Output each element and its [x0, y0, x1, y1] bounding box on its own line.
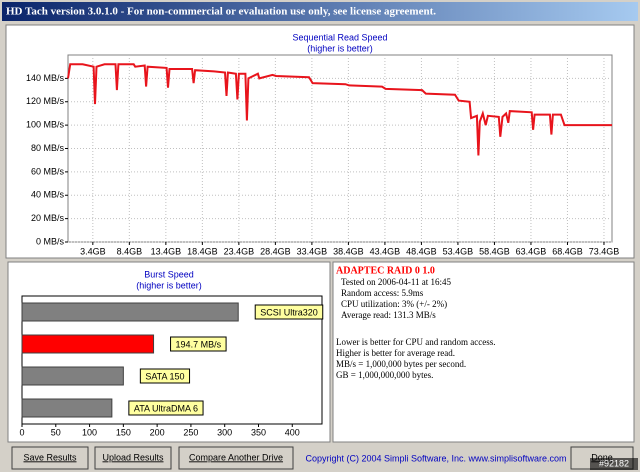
chart-subtitle: (higher is better): [307, 43, 373, 53]
title-bar: [2, 2, 638, 21]
button-face: [94, 446, 172, 470]
x-tick-label: 53.4GB: [443, 246, 474, 256]
chart-subtitle: (higher is better): [136, 280, 202, 290]
bar-label: 194.7 MB/s: [176, 339, 222, 349]
x-tick-label: 100: [82, 427, 97, 437]
bar: [21, 366, 124, 386]
note-line: Lower is better for CPU and random acces…: [336, 337, 495, 347]
y-tick-label: 80 MB/s: [31, 143, 65, 153]
result-line: CPU utilization: 3% (+/- 2%): [341, 299, 447, 309]
result-line: Random access: 5.9ms: [341, 288, 424, 298]
watermark: #92182: [599, 458, 629, 468]
button-label: Compare Another Drive: [189, 452, 283, 462]
x-tick-label: 18.4GB: [187, 246, 218, 256]
watermark-bg: [590, 458, 638, 470]
x-tick-label: 50: [51, 427, 61, 437]
button[interactable]: Upload Results: [94, 446, 172, 470]
x-tick-label: 23.4GB: [224, 246, 255, 256]
y-tick-label: 60 MB/s: [31, 166, 65, 176]
x-tick-label: 48.4GB: [406, 246, 437, 256]
x-tick-label: 3.4GB: [80, 246, 106, 256]
x-tick-label: 8.4GB: [117, 246, 143, 256]
x-tick-label: 200: [150, 427, 165, 437]
drive-name: ADAPTEC RAID 0 1.0: [336, 265, 435, 276]
button-face: [11, 446, 89, 470]
bar-label: SATA 150: [145, 371, 184, 381]
x-tick-label: 13.4GB: [151, 246, 182, 256]
results-panel: [332, 261, 635, 443]
x-tick-label: 33.4GB: [297, 246, 328, 256]
button-label: Upload Results: [102, 452, 164, 462]
bar-label-box: [128, 400, 204, 416]
chart-title: Burst Speed: [144, 269, 194, 279]
bar: [21, 334, 155, 354]
x-tick-label: 150: [116, 427, 131, 437]
x-tick-label: 0: [19, 427, 24, 437]
bar-label-box: [139, 368, 191, 384]
x-tick-label: 300: [217, 427, 232, 437]
bar-label: ATA UltraDMA 6: [134, 403, 198, 413]
y-tick-label: 100 MB/s: [26, 120, 65, 130]
x-tick-label: 73.4GB: [589, 246, 620, 256]
read-line: [67, 63, 612, 156]
y-tick-label: 40 MB/s: [31, 190, 65, 200]
x-tick-label: 400: [285, 427, 300, 437]
result-line: Tested on 2006-04-11 at 16:45: [341, 277, 452, 287]
y-tick-label: 20 MB/s: [31, 213, 65, 223]
y-tick-label: 120 MB/s: [26, 96, 65, 106]
bar-label-box: [254, 304, 324, 320]
note-line: GB = 1,000,000,000 bytes.: [336, 370, 433, 380]
note-line: Higher is better for average read.: [336, 348, 455, 358]
button[interactable]: Compare Another Drive: [178, 446, 294, 470]
bar: [21, 302, 239, 322]
x-tick-label: 28.4GB: [260, 246, 291, 256]
x-tick-label: 350: [251, 427, 266, 437]
x-tick-label: 250: [183, 427, 198, 437]
copyright: Copyright (C) 2004 Simpli Software, Inc.…: [305, 453, 566, 463]
x-tick-label: 38.4GB: [333, 246, 364, 256]
bar-label: SCSI Ultra320: [260, 307, 318, 317]
note-line: MB/s = 1,000,000 bytes per second.: [336, 359, 466, 369]
button-face: [178, 446, 294, 470]
chart-title: Sequential Read Speed: [292, 32, 387, 42]
bar-label-box: [170, 336, 227, 352]
window-title: HD Tach version 3.0.1.0 - For non-commer…: [6, 6, 436, 18]
y-tick-label: 0 MB/s: [36, 236, 65, 246]
x-tick-label: 58.4GB: [479, 246, 510, 256]
result-line: Average read: 131.3 MB/s: [341, 310, 436, 320]
x-tick-label: 68.4GB: [552, 246, 583, 256]
button-label: Save Results: [23, 452, 77, 462]
x-tick-label: 43.4GB: [370, 246, 401, 256]
button-label: Done: [591, 452, 613, 462]
y-tick-label: 140 MB/s: [26, 73, 65, 83]
button[interactable]: Save Results: [11, 446, 89, 470]
x-tick-label: 63.4GB: [516, 246, 547, 256]
bar: [21, 398, 113, 418]
